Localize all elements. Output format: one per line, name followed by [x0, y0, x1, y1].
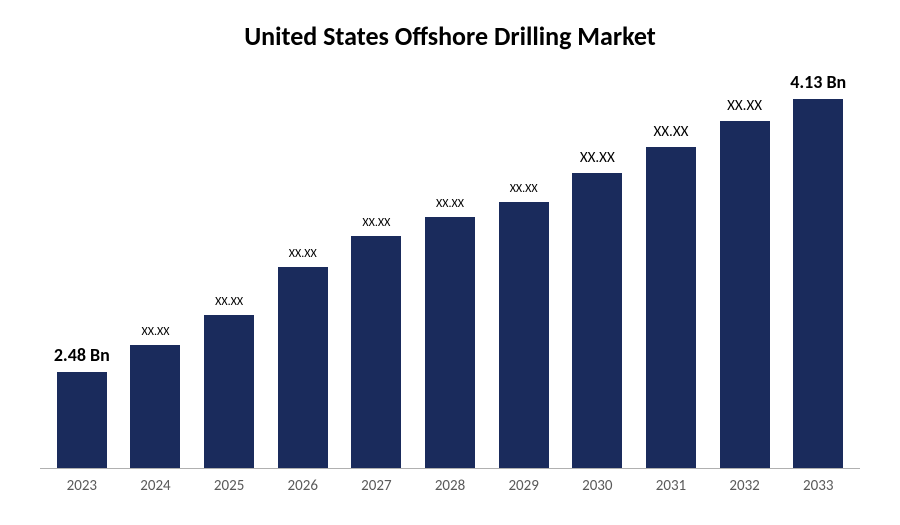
bar-value-label: XX.XX [634, 123, 708, 141]
bar [204, 315, 254, 468]
bars-group: 2.48 BnXX.XXXX.XXXX.XXXX.XXXX.XXXX.XXXX.… [40, 72, 860, 468]
bar-slot: XX.XX [487, 72, 561, 468]
bar [57, 372, 107, 468]
x-axis-label: 2024 [119, 477, 193, 495]
bar [130, 345, 180, 468]
bar-slot: 4.13 Bn [781, 72, 855, 468]
bar-slot: XX.XX [340, 72, 414, 468]
bar [793, 99, 843, 468]
bar-value-label: XX.XX [560, 149, 634, 167]
bar-slot: XX.XX [119, 72, 193, 468]
bar-value-label: XX.XX [708, 97, 782, 115]
bar-slot: XX.XX [560, 72, 634, 468]
bar-value-label: XX.XX [487, 182, 561, 196]
bar [572, 173, 622, 468]
bar-value-label: XX.XX [192, 295, 266, 309]
chart-title: United States Offshore Drilling Market [40, 20, 860, 52]
x-axis-label: 2031 [634, 477, 708, 495]
bar-value-label: 4.13 Bn [781, 71, 855, 93]
x-axis-label: 2030 [560, 477, 634, 495]
x-axis-label: 2033 [781, 477, 855, 495]
x-axis: 2023202420252026202720282029203020312032… [40, 469, 860, 495]
x-axis-label: 2023 [45, 477, 119, 495]
bar [499, 202, 549, 468]
x-axis-label: 2027 [340, 477, 414, 495]
bar-slot: XX.XX [634, 72, 708, 468]
bar-value-label: XX.XX [119, 325, 193, 339]
bar [646, 147, 696, 468]
bar-slot: XX.XX [266, 72, 340, 468]
x-axis-label: 2032 [708, 477, 782, 495]
x-axis-label: 2028 [413, 477, 487, 495]
bar-value-label: XX.XX [340, 216, 414, 230]
bar [278, 267, 328, 468]
chart-container: United States Offshore Drilling Market 2… [0, 0, 900, 525]
bar-slot: XX.XX [413, 72, 487, 468]
x-axis-label: 2025 [192, 477, 266, 495]
bar-value-label: XX.XX [266, 247, 340, 261]
bar-slot: 2.48 Bn [45, 72, 119, 468]
bar-slot: XX.XX [708, 72, 782, 468]
bar [351, 236, 401, 468]
bar-slot: XX.XX [192, 72, 266, 468]
bar [720, 121, 770, 468]
bar [425, 217, 475, 468]
x-axis-label: 2029 [487, 477, 561, 495]
plot-area: 2.48 BnXX.XXXX.XXXX.XXXX.XXXX.XXXX.XXXX.… [40, 72, 860, 469]
x-axis-label: 2026 [266, 477, 340, 495]
bar-value-label: XX.XX [413, 197, 487, 211]
bar-value-label: 2.48 Bn [45, 344, 119, 366]
